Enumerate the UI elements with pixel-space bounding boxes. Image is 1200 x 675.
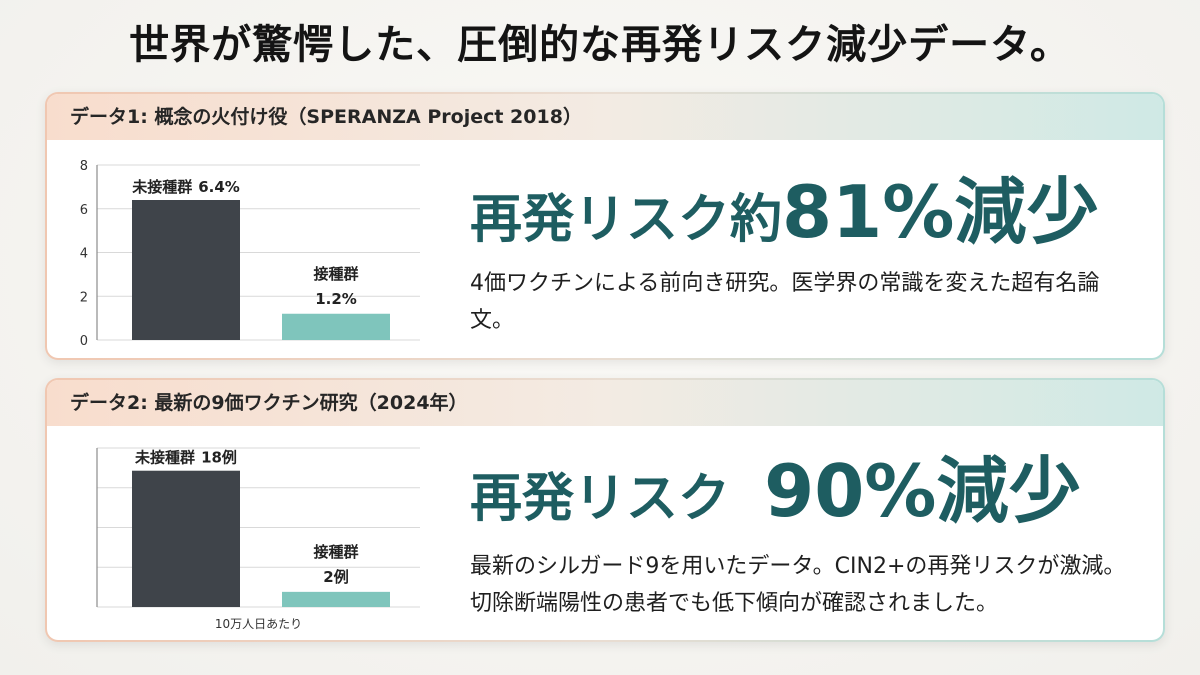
card-header-label: データ2: 最新の9価ワクチン研究（2024年） bbox=[70, 392, 468, 414]
y-tick-label: 2 bbox=[80, 290, 88, 305]
card-description: 最新のシルガード9を用いたデータ。CIN2+の再発リスクが激減。切除断端陽性の患… bbox=[470, 554, 1126, 616]
card-description: 4価ワクチンによる前向き研究。医学界の常識を変えた超有名論文。 bbox=[470, 271, 1100, 333]
headline: 再発リスク約81%減少 bbox=[470, 172, 1098, 252]
y-tick-label: 4 bbox=[80, 247, 88, 262]
y-tick-label: 8 bbox=[80, 159, 88, 174]
bar-category-label: 未接種群 bbox=[134, 449, 195, 467]
bar-category-label: 未接種群 bbox=[131, 178, 192, 196]
card-body: データ1: 概念の火付け役（SPERANZA Project 2018） 0 2 4… bbox=[47, 94, 1163, 358]
y-tick-label: 6 bbox=[80, 203, 88, 218]
card-header: データ1: 概念の火付け役（SPERANZA Project 2018） bbox=[47, 94, 1163, 140]
headline-prefix: 再発リスク bbox=[470, 469, 749, 529]
bar-value-label: 1.2% bbox=[315, 290, 357, 308]
headline-prefix: 再発リスク約 bbox=[470, 190, 783, 250]
y-tick-label: 0 bbox=[80, 334, 88, 349]
headline-value: 81%減少 bbox=[782, 170, 1099, 254]
bar-value-label: 6.4% bbox=[198, 178, 240, 196]
card-header: データ2: 最新の9価ワクチン研究（2024年） bbox=[47, 380, 1163, 426]
bar-category-label: 接種群 bbox=[313, 265, 358, 283]
bar-vaccinated bbox=[282, 591, 390, 607]
bar-label-unvaccinated: 未接種群 18例 bbox=[134, 449, 237, 467]
bar-chart-speranza: 0 2 4 6 8 未接種群 6.4% 接種群 1.2% bbox=[80, 159, 420, 349]
bar-value-label: 2例 bbox=[323, 568, 348, 586]
data-card-speranza: データ1: 概念の火付け役（SPERANZA Project 2018） 0 2 4… bbox=[45, 92, 1165, 360]
x-axis-label: 10万人日あたり bbox=[215, 617, 302, 631]
data-card-9valent: データ2: 最新の9価ワクチン研究（2024年） 未接種群 18例接種群 2例 10万… bbox=[45, 378, 1165, 642]
bar-unvaccinated bbox=[132, 470, 240, 607]
bar-value-label: 18例 bbox=[201, 449, 237, 467]
slide-title: 世界が驚愕した、圧倒的な再発リスク減少データ。 bbox=[129, 22, 1071, 68]
bar-unvaccinated bbox=[132, 200, 240, 340]
card-body: データ2: 最新の9価ワクチン研究（2024年） 未接種群 18例接種群 2例 10万… bbox=[47, 380, 1163, 640]
bar-category-label: 接種群 bbox=[313, 543, 358, 561]
headline-value: 90%減少 bbox=[764, 449, 1081, 533]
bar-label-unvaccinated: 未接種群 6.4% bbox=[131, 178, 240, 196]
headline: 再発リスク 90%減少 bbox=[470, 451, 1080, 531]
bar-vaccinated bbox=[282, 313, 390, 340]
card-header-label: データ1: 概念の火付け役（SPERANZA Project 2018） bbox=[70, 106, 582, 128]
